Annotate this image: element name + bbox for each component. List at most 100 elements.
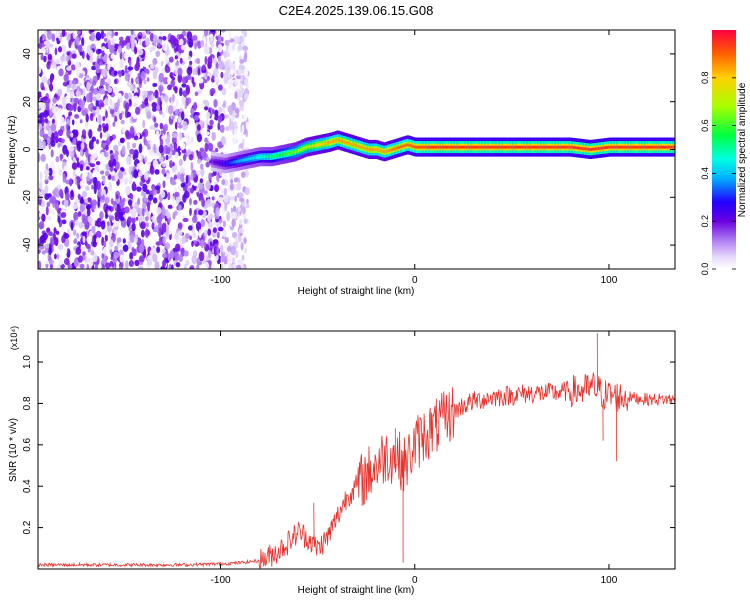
heatmap-cell (145, 228, 149, 239)
heatmap-cell (143, 61, 148, 68)
ridge-cell (433, 145, 435, 149)
ridge-cell (638, 145, 640, 149)
heatmap-cell (55, 30, 61, 38)
ridge-cell (617, 145, 620, 149)
heatmap-cell (114, 172, 119, 182)
heatmap-cell (158, 236, 162, 244)
heatmap-cell (160, 190, 166, 199)
heatmap-cell (174, 86, 178, 94)
heatmap-cell (180, 182, 186, 188)
heatmap-cell (156, 246, 161, 253)
heatmap-cell (91, 225, 96, 234)
heatmap-cell (207, 142, 214, 152)
ridge-cell (322, 142, 325, 146)
heatmap-cell (104, 170, 110, 177)
heatmap-cell (106, 78, 112, 85)
ridge-cell (647, 145, 650, 149)
heatmap-cell (166, 224, 169, 232)
heatmap-cell (67, 209, 72, 217)
heatmap-cell (93, 234, 97, 244)
heatmap-cell (165, 230, 170, 240)
heatmap-cell (170, 180, 177, 186)
heatmap-cell (80, 196, 84, 204)
heatmap-cell (219, 219, 223, 224)
heatmap-cell (53, 177, 58, 187)
heatmap-cell (175, 169, 179, 175)
heatmap-cell (50, 149, 54, 158)
heatmap-cell (221, 186, 224, 197)
heatmap-cell (61, 138, 65, 144)
ridge-cell (283, 152, 286, 156)
heatmap-cell (229, 170, 234, 180)
ridge-cell (625, 145, 628, 149)
bottom-x-tick-label: -100 (211, 575, 231, 586)
heatmap-cell (207, 56, 213, 66)
heatmap-cell (65, 179, 70, 185)
heatmap-cell (228, 30, 232, 41)
ridge-cell (597, 147, 600, 150)
heatmap-cell (45, 163, 49, 171)
heatmap-cell (117, 70, 123, 75)
heatmap-cell (95, 236, 100, 244)
heatmap-cell (160, 94, 164, 102)
heatmap-cell (83, 215, 88, 225)
heatmap-cell (205, 161, 210, 168)
heatmap-cell (66, 51, 71, 56)
ridge-cell (338, 138, 341, 142)
ridge-cell (384, 150, 387, 153)
heatmap-cell (151, 102, 158, 108)
heatmap-cell (165, 242, 170, 250)
heatmap-cell (71, 80, 77, 85)
heatmap-cell (52, 97, 57, 104)
heatmap-cell (162, 35, 167, 41)
ridge-cell (610, 145, 612, 149)
colorbar-tick-label: 0.6 (700, 119, 710, 132)
heatmap-cell (95, 147, 99, 152)
heatmap-cell (66, 34, 71, 41)
heatmap-cell (95, 230, 102, 239)
heatmap-cell (172, 132, 178, 139)
ridge-cell (411, 144, 414, 148)
heatmap-cell (119, 138, 125, 144)
heatmap-cell (205, 180, 211, 191)
heatmap-cell (86, 81, 91, 92)
heatmap-cell (142, 94, 146, 100)
heatmap-cell (38, 249, 41, 254)
heatmap-cell (78, 98, 83, 108)
heatmap-cell (227, 254, 233, 262)
heatmap-cell (173, 142, 178, 151)
ridge-cell (263, 155, 266, 159)
ridge-cell (485, 145, 488, 149)
heatmap-cell (96, 139, 99, 145)
ridge-cell (260, 155, 263, 159)
ridge-cell (645, 145, 648, 149)
ridge-cell (546, 145, 549, 149)
ridge-cell (268, 155, 271, 159)
heatmap-cell (162, 253, 168, 259)
heatmap-cell (208, 249, 212, 259)
ridge-cell (650, 145, 653, 149)
ridge-cell (554, 145, 557, 149)
heatmap-cell (167, 192, 171, 201)
heatmap-cell (174, 210, 178, 216)
ridge-cell (215, 160, 218, 164)
ridge-cell (255, 156, 258, 159)
heatmap-cell (240, 261, 244, 269)
heatmap-cell (191, 240, 194, 247)
heatmap-cell (116, 237, 122, 243)
heatmap-cell (92, 169, 98, 177)
heatmap-cell (238, 99, 245, 107)
heatmap-cell (148, 194, 154, 201)
heatmap-cell (84, 158, 89, 167)
heatmap-cell (58, 107, 63, 117)
ridge-cell (602, 146, 605, 150)
ridge-cell (520, 145, 522, 149)
heatmap-cell (163, 123, 168, 132)
heatmap-cell (230, 68, 234, 76)
heatmap-cell (197, 151, 202, 161)
ridge-cell (367, 147, 370, 151)
heatmap-cell (81, 231, 87, 236)
heatmap-cell (237, 206, 242, 212)
heatmap-cell (196, 170, 201, 176)
